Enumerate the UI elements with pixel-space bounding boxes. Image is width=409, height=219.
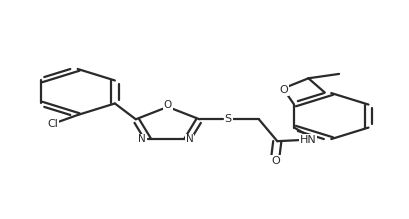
Text: N: N bbox=[138, 134, 146, 144]
Text: HN: HN bbox=[300, 135, 316, 145]
Text: N: N bbox=[186, 134, 193, 144]
Text: O: O bbox=[164, 100, 172, 110]
Text: Cl: Cl bbox=[48, 119, 58, 129]
Text: S: S bbox=[225, 114, 232, 124]
Text: O: O bbox=[279, 85, 288, 95]
Text: O: O bbox=[271, 156, 280, 166]
